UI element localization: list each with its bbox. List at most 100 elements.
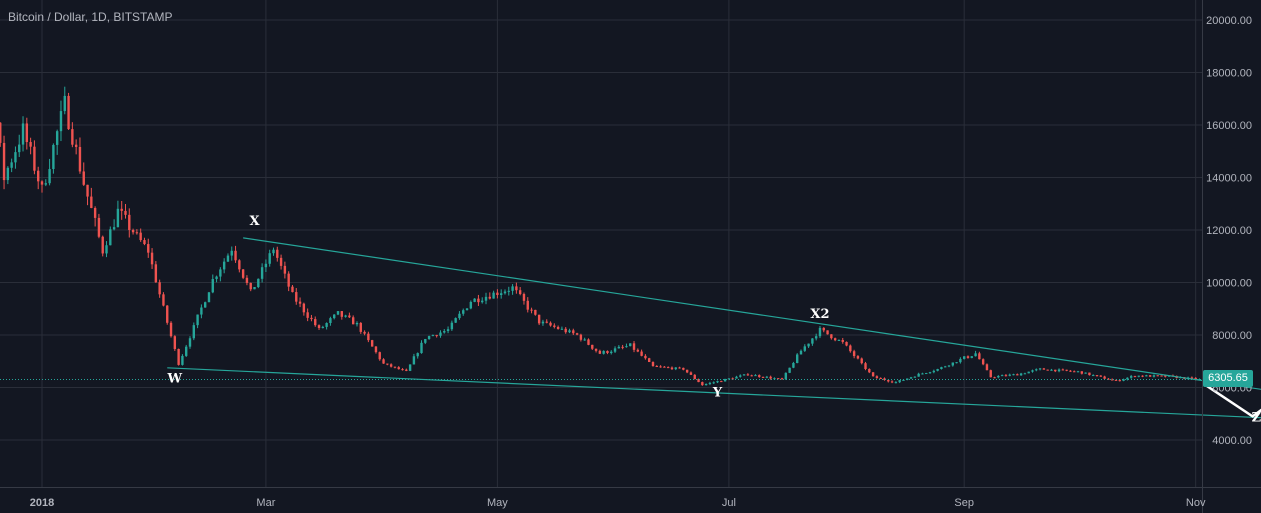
candle-body <box>932 370 936 373</box>
candle-body <box>1065 369 1068 371</box>
candle-body <box>291 286 294 293</box>
candle-body <box>788 367 791 373</box>
candle-body <box>344 315 347 317</box>
trendlines <box>167 237 1261 419</box>
candle-body <box>1080 371 1084 374</box>
wave-annotations: XWYX2ZMAX PAIN 4900? <box>167 214 1261 426</box>
grid-lines <box>0 0 1202 487</box>
wave-label: W <box>167 371 183 386</box>
candle-body <box>370 340 374 347</box>
candle-body <box>526 300 529 310</box>
candle-body <box>629 343 632 347</box>
candle-body <box>260 267 264 279</box>
candle-body <box>659 366 662 368</box>
candle-body <box>978 353 981 360</box>
candle-body <box>101 236 104 254</box>
candle-body <box>1137 375 1140 377</box>
candle-body <box>112 227 116 230</box>
candle-body <box>951 362 954 366</box>
candle-body <box>1076 371 1080 373</box>
candle-body <box>469 301 473 309</box>
symbol-title[interactable]: Bitcoin / Dollar, 1D, BITSTAMP <box>8 10 173 24</box>
candle-body <box>807 343 810 347</box>
time-tick-label: Nov <box>1186 497 1206 509</box>
candlestick-series <box>0 86 1201 386</box>
candle-body <box>621 346 624 348</box>
candle-body <box>568 330 571 333</box>
candle-body <box>363 331 366 334</box>
candle-body <box>420 342 423 354</box>
candle-body <box>841 339 844 342</box>
candle-body <box>424 339 427 343</box>
candle-body <box>613 348 617 352</box>
candle-body <box>215 276 218 280</box>
candle-body <box>272 249 275 254</box>
candle-body <box>1042 368 1046 370</box>
candle-body <box>864 363 867 370</box>
candle-body <box>283 265 287 274</box>
price-tick-label: 14000.00 <box>1206 173 1252 185</box>
candle-body <box>849 345 852 352</box>
candle-body <box>249 282 252 290</box>
candle-body <box>940 367 943 370</box>
candle-body <box>1069 370 1072 372</box>
candle-body <box>1133 376 1137 378</box>
candle-body <box>1038 368 1042 370</box>
candle-body <box>44 183 47 185</box>
candle-body <box>739 375 742 377</box>
candle-body <box>465 308 469 311</box>
candle-body <box>257 278 260 288</box>
upper-wedge-line <box>243 237 1261 390</box>
candle-body <box>135 232 139 234</box>
price-tick-label: 10000.00 <box>1206 278 1252 290</box>
candle-body <box>1141 375 1144 377</box>
candle-body <box>59 111 63 132</box>
candle-body <box>298 301 302 304</box>
candle-body <box>780 378 784 380</box>
candle-body <box>1061 369 1065 371</box>
candle-body <box>169 322 173 337</box>
candle-body <box>606 350 609 354</box>
candle-body <box>287 273 290 287</box>
candle-body <box>758 375 761 377</box>
candle-body <box>754 375 757 377</box>
candle-body <box>325 323 328 327</box>
candle-body <box>553 325 556 327</box>
candle-body <box>329 318 332 324</box>
candle-body <box>128 214 131 231</box>
candle-body <box>496 292 499 296</box>
candle-body <box>14 152 17 163</box>
candle-body <box>351 317 355 325</box>
price-tick-label: 20000.00 <box>1206 15 1252 27</box>
time-tick-label: Sep <box>954 497 974 509</box>
candle-body <box>663 366 666 368</box>
candle-body <box>784 372 788 380</box>
candle-body <box>670 367 674 370</box>
candle-body <box>454 318 457 323</box>
candle-body <box>1092 375 1095 377</box>
candle-body <box>238 260 241 270</box>
candle-body <box>450 322 454 330</box>
candle-body <box>401 369 404 371</box>
candle-body <box>833 338 837 341</box>
candle-body <box>955 362 958 364</box>
candle-body <box>52 144 55 170</box>
candle-body <box>93 207 97 218</box>
candle-body <box>560 328 564 330</box>
lower-wedge-line <box>167 367 1261 419</box>
candle-body <box>120 208 123 211</box>
candle-body <box>655 365 658 367</box>
candle-body <box>295 292 298 302</box>
candle-body <box>458 313 461 319</box>
candle-body <box>268 253 271 264</box>
candle-body <box>484 296 488 301</box>
candle-body <box>143 240 146 245</box>
candle-body <box>253 287 256 290</box>
candle-body <box>1122 379 1125 381</box>
candle-body <box>1057 369 1061 372</box>
candle-body <box>541 321 545 324</box>
candle-body <box>777 378 780 380</box>
candle-body <box>211 279 214 293</box>
